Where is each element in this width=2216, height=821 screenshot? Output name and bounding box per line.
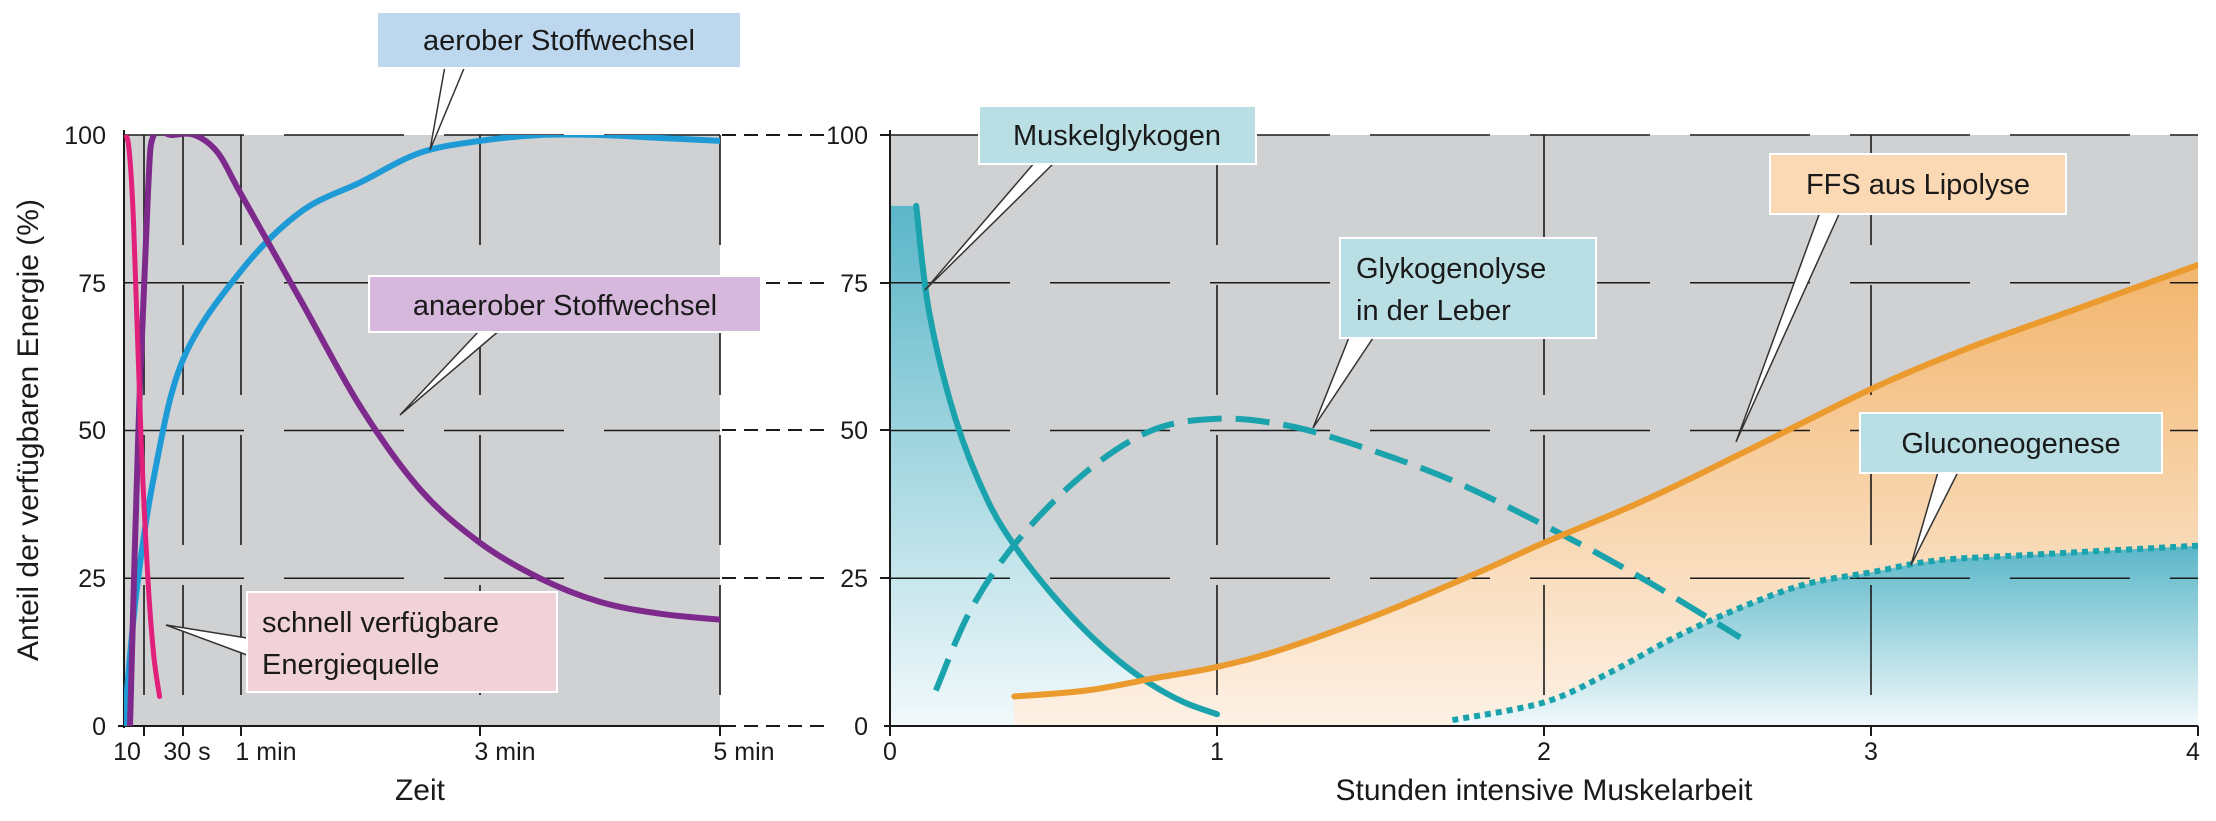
left-y-tick-0: 0 (92, 713, 106, 741)
left-x-tick-1min: 1 min (235, 738, 296, 766)
left-x-axis-label: Zeit (395, 774, 446, 807)
left-y-tick-75: 75 (78, 270, 106, 298)
area-fill-muskelglykogen (890, 205, 1217, 726)
left-y-tick-100: 100 (64, 122, 106, 150)
callout-glykogenolyse-in-der-leber: Glykogenolyse in der Leber (1312, 237, 1597, 429)
right-x-tick-4: 4 (2186, 738, 2200, 766)
left-x-tick-10: 10 (113, 738, 141, 766)
right-y-tick-50: 50 (840, 417, 868, 445)
left-dash-extensions (722, 134, 826, 727)
svg-text:Energiequelle: Energiequelle (262, 649, 439, 681)
right-y-tick-100: 100 (826, 122, 868, 150)
right-series (913, 202, 2198, 724)
left-x-ticks (143, 726, 721, 736)
svg-text:anaerober Stoffwechsel: anaerober Stoffwechsel (413, 290, 717, 322)
callout-anaerober-stoffwechsel: anaerober Stoffwechsel (368, 275, 762, 416)
left-y-axis-label: Anteil der verfügbaren Energie (%) (12, 199, 45, 661)
right-y-tick-25: 25 (840, 565, 868, 593)
svg-text:FFS aus Lipolyse: FFS aus Lipolyse (1806, 169, 2030, 201)
svg-text:schnell verfügbare: schnell verfügbare (262, 607, 499, 639)
series-line-muskelglykogen (913, 202, 1220, 718)
right-x-tick-3: 3 (1864, 738, 1878, 766)
right-y-tick-75: 75 (840, 270, 868, 298)
callout-muskelglykogen: Muskelglykogen (924, 105, 1257, 291)
left-x-tick-5min: 5 min (713, 738, 774, 766)
right-x-axis-label: Stunden intensive Muskelarbeit (1336, 774, 1754, 807)
right-x-ticks (889, 726, 2199, 736)
svg-text:Muskelglykogen: Muskelglykogen (1013, 120, 1221, 152)
right-x-tick-2: 2 (1537, 738, 1551, 766)
left-chart: 100 75 50 25 0 10 30 s 1 min 3 min 5 min… (12, 11, 826, 807)
right-x-tick-0: 0 (883, 738, 897, 766)
callout-gluconeogenese: Gluconeogenese (1859, 412, 2163, 566)
callout-aerober-stoffwechsel: aerober Stoffwechsel (376, 11, 742, 151)
left-y-tick-25: 25 (78, 565, 106, 593)
right-y-ticks (880, 134, 890, 579)
area-fill-gluconeogenese (1452, 545, 2198, 726)
left-y-tick-50: 50 (78, 417, 106, 445)
svg-text:in der Leber: in der Leber (1356, 295, 1511, 327)
right-y-tick-0: 0 (854, 713, 868, 741)
right-chart: 100 75 50 25 0 0 1 2 3 4 Stunden intensi… (826, 105, 2200, 807)
left-x-tick-30s: 30 s (163, 738, 210, 766)
svg-text:aerober Stoffwechsel: aerober Stoffwechsel (423, 25, 695, 57)
callout-schnell-verfuegbare-energiequelle: schnell verfügbare Energiequelle (165, 591, 558, 693)
right-x-tick-1: 1 (1210, 738, 1224, 766)
callout-ffs-aus-lipolyse: FFS aus Lipolyse (1735, 153, 2067, 443)
series-line-anaerober-stoffwechsel (127, 135, 720, 726)
series-line-aerober-stoffwechsel (124, 135, 720, 726)
left-x-tick-3min: 3 min (474, 738, 535, 766)
svg-text:Glykogenolyse: Glykogenolyse (1356, 253, 1546, 285)
left-series (124, 135, 720, 726)
right-area-fills (890, 205, 2198, 726)
svg-text:Gluconeogenese: Gluconeogenese (1901, 428, 2120, 460)
series-line-ffs-aus-lipolyse (1011, 262, 2198, 700)
series-line-glykogenolyse-in-der-leber (933, 415, 1742, 692)
series-line-schnell-verfuegbare-energiequelle (124, 135, 163, 699)
